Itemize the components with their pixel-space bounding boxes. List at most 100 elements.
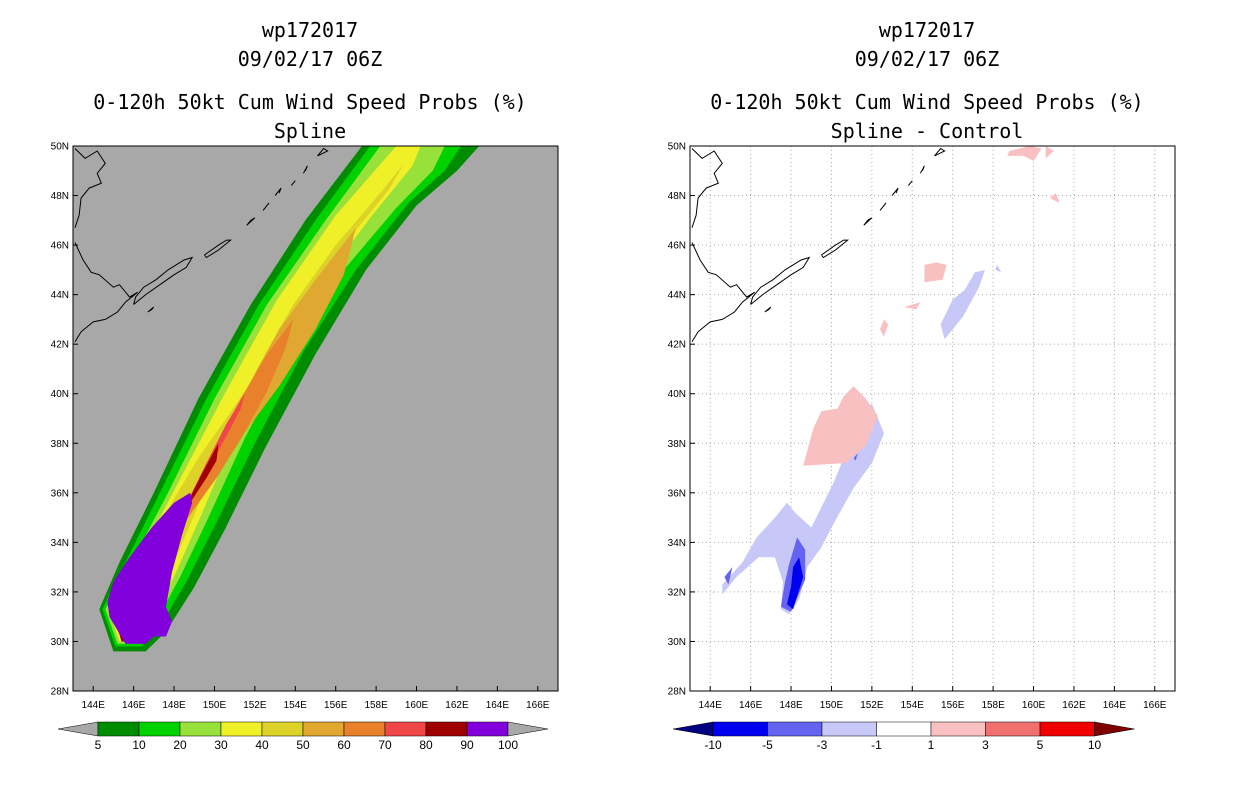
- colorbar-arrow-low: [672, 721, 714, 737]
- colorbar-label: -3: [817, 738, 828, 752]
- colorbar-arrow-high: [507, 721, 549, 737]
- coastline: [204, 239, 233, 259]
- colorbar-label: -1: [871, 738, 882, 752]
- x-tick-label: 166E: [526, 700, 550, 710]
- x-tick-label: 154E: [901, 700, 925, 710]
- coastline: [274, 187, 282, 196]
- contour-neg3: [940, 269, 985, 340]
- colorbar-swatch: [1039, 721, 1095, 737]
- x-tick-label: 160E: [405, 700, 429, 710]
- y-tick-label: 46N: [51, 241, 69, 252]
- coastline: [147, 306, 155, 313]
- colorbar-swatch: [876, 721, 932, 737]
- x-tick-label: 156E: [324, 700, 348, 710]
- contour-90: [107, 492, 193, 644]
- x-tick-label: 144E: [699, 700, 723, 710]
- coastline: [919, 165, 925, 174]
- y-tick-label: 44N: [51, 290, 69, 301]
- colorbar-label: 100: [498, 738, 518, 752]
- x-tick-label: 146E: [739, 700, 763, 710]
- y-tick-label: 30N: [668, 637, 686, 648]
- colorbar-label: 10: [132, 738, 146, 752]
- colorbar-label: 80: [419, 738, 433, 752]
- right-subtitle: Spline - Control: [830, 119, 1024, 143]
- y-tick-label: 42N: [51, 340, 69, 351]
- coastline: [750, 256, 811, 305]
- y-tick-label: 34N: [668, 538, 686, 549]
- y-tick-label: 40N: [51, 389, 69, 400]
- colorbar-label: -10: [704, 738, 722, 752]
- x-tick-label: 160E: [1022, 700, 1046, 710]
- coastline: [821, 239, 850, 259]
- colorbar-label: 60: [337, 738, 351, 752]
- coastline: [133, 256, 194, 305]
- coastline: [691, 242, 756, 342]
- colorbar-swatch: [767, 721, 823, 737]
- coastline: [907, 180, 913, 186]
- colorbar-swatch: [821, 721, 877, 737]
- y-tick-label: 40N: [668, 389, 686, 400]
- y-tick-label: 48N: [51, 191, 69, 202]
- y-tick-label: 34N: [51, 538, 69, 549]
- x-tick-label: 148E: [162, 700, 186, 710]
- y-tick-label: 32N: [668, 587, 686, 598]
- colorbar-label: 5: [95, 738, 102, 752]
- y-tick-label: 30N: [51, 637, 69, 648]
- colorbar-swatch: [220, 721, 263, 737]
- x-tick-label: 146E: [122, 700, 146, 710]
- colorbar-swatch: [97, 721, 140, 737]
- x-tick-label: 164E: [486, 700, 510, 710]
- colorbar-label: -5: [762, 738, 773, 752]
- right-datetime: 09/02/17 06Z: [854, 47, 1000, 71]
- coastline: [302, 165, 308, 174]
- colorbar-swatch: [712, 721, 768, 737]
- y-tick-label: 38N: [668, 439, 686, 450]
- x-tick-label: 152E: [243, 700, 267, 710]
- colorbar-swatch: [425, 721, 468, 737]
- x-tick-label: 162E: [445, 700, 469, 710]
- contour-3: [924, 262, 947, 283]
- colorbar-swatch: [261, 721, 304, 737]
- x-tick-label: 144E: [82, 700, 106, 710]
- colorbar-label: 30: [214, 738, 228, 752]
- contour-3: [712, 591, 715, 594]
- right-storm-id: wp172017: [878, 18, 976, 42]
- colorbar-swatch: [384, 721, 427, 737]
- right-difference-map: 144E 146E 148E 150E 152E 154E 156E 158E 160E 162E…: [668, 142, 1176, 710]
- x-tick-label: 154E: [284, 700, 308, 710]
- x-tick-label: 166E: [1143, 700, 1167, 710]
- coastline: [74, 148, 106, 228]
- coastline: [879, 202, 887, 211]
- colorbar-swatch: [343, 721, 386, 737]
- contour-neg5: [853, 453, 858, 461]
- left-storm-id: wp172017: [261, 18, 359, 42]
- right-product-title: 0-120h 50kt Cum Wind Speed Probs (%): [710, 90, 1144, 114]
- map-frame: [689, 145, 1176, 692]
- colorbar-arrow-high: [1094, 721, 1135, 737]
- colorbar-label: 10: [1088, 738, 1102, 752]
- coastline: [691, 148, 723, 228]
- contour-3: [1045, 146, 1054, 159]
- contour-neg3: [995, 264, 1002, 273]
- coastline: [246, 217, 256, 226]
- contour-3: [803, 386, 878, 466]
- y-tick-label: 28N: [51, 687, 69, 698]
- coastline: [290, 180, 296, 186]
- left-datetime: 09/02/17 06Z: [237, 47, 383, 71]
- y-tick-label: 50N: [668, 142, 686, 153]
- x-tick-label: 150E: [203, 700, 227, 710]
- colorbar-label: 20: [173, 738, 187, 752]
- colorbar-label: 1: [928, 738, 935, 752]
- left-subtitle: Spline: [273, 119, 347, 143]
- colorbar-label: 5: [1037, 738, 1044, 752]
- y-tick-label: 42N: [668, 340, 686, 351]
- colorbar-swatch: [302, 721, 345, 737]
- x-tick-label: 158E: [981, 700, 1005, 710]
- y-tick-label: 50N: [51, 142, 69, 153]
- left-probability-map: 144E 146E 148E 150E 152E 154E 156E 158E 160E 162E…: [51, 142, 559, 710]
- colorbar-swatch: [930, 721, 986, 737]
- map-background: [690, 146, 1175, 691]
- colorbar-swatch: [466, 721, 509, 737]
- colorbar-label: 70: [378, 738, 392, 752]
- left-colorbar: 5 10 20 30 40 50 60 70 80 90 100: [57, 721, 549, 752]
